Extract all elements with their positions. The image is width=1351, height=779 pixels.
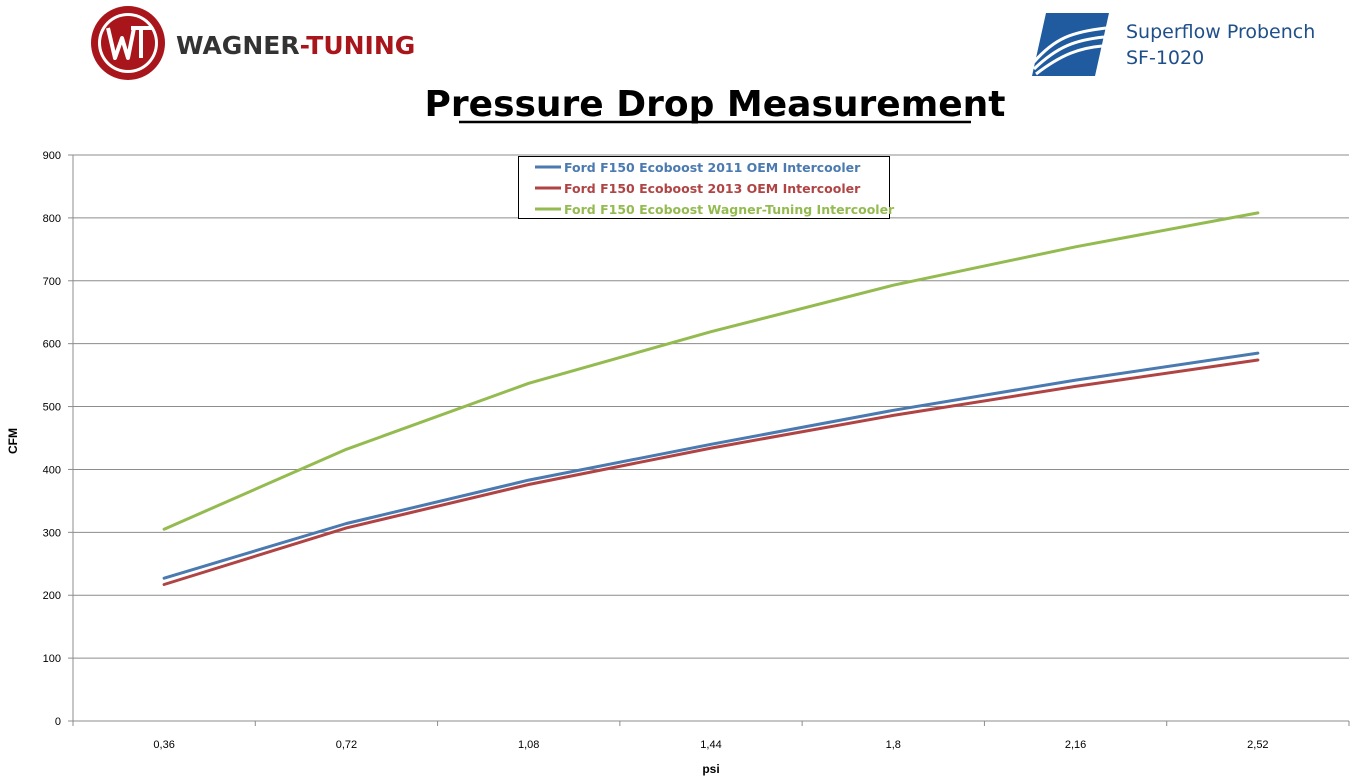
x-tick-label: 1,08 (518, 739, 539, 751)
brand-wagner: WAGNER (176, 31, 300, 60)
x-tick-label: 2,16 (1065, 739, 1086, 751)
x-axis-label: psi (702, 762, 719, 776)
superflow-logo: Superflow Probench SF-1020 (1032, 13, 1315, 76)
y-axis-label: CFM (6, 428, 20, 454)
y-tick-label: 200 (43, 590, 61, 602)
series-lines (162, 211, 1260, 586)
chart-title: Pressure Drop Measurement (425, 84, 1006, 125)
x-tick-label: 0,72 (336, 739, 357, 751)
y-tick-label: 900 (43, 150, 61, 162)
y-tick-label: 500 (43, 402, 61, 414)
y-tick-label: 400 (43, 464, 61, 476)
brand-tuning: -TUNING (300, 31, 416, 60)
x-tick-label: 2,52 (1247, 739, 1268, 751)
series-line-2 (162, 358, 1260, 586)
x-tick-label: 0,36 (153, 739, 174, 751)
y-tick-label: 800 (43, 213, 61, 225)
legend-label-2: Ford F150 Ecoboost 2013 OEM Intercooler (564, 181, 861, 196)
axes (72, 155, 1349, 722)
y-tick-label: 300 (43, 527, 61, 539)
grid-lines (68, 154, 1350, 726)
wt-logo-w-mark (106, 27, 136, 60)
series-line-1 (162, 351, 1260, 580)
bench-name: Superflow Probench (1126, 21, 1315, 43)
legend-label-1: Ford F150 Ecoboost 2011 OEM Intercooler (564, 160, 861, 175)
y-tick-label: 0 (55, 716, 61, 728)
wagner-tuning-logo: WAGNER-TUNING (91, 6, 415, 80)
legend-label-3: Ford F150 Ecoboost Wagner-Tuning Interco… (564, 202, 895, 217)
wt-logo-t-mark (131, 26, 152, 58)
y-tick-label: 600 (43, 339, 61, 351)
x-tick-label: 1,8 (886, 739, 901, 751)
bench-model: SF-1020 (1126, 47, 1204, 69)
legend-box (518, 156, 890, 219)
y-tick-label: 700 (43, 276, 61, 288)
series-line-3 (162, 211, 1260, 531)
x-tick-labels: 0,36 0,72 1,08 1,44 1,8 2,16 2,52 (153, 739, 1268, 751)
y-tick-label: 100 (43, 653, 61, 665)
y-tick-labels: 0 100 200 300 400 500 600 700 800 900 (43, 150, 61, 728)
svg-text:WAGNER-TUNING: WAGNER-TUNING (176, 31, 415, 60)
legend: Ford F150 Ecoboost 2011 OEM Intercooler F… (518, 156, 895, 219)
x-tick-label: 1,44 (700, 739, 721, 751)
